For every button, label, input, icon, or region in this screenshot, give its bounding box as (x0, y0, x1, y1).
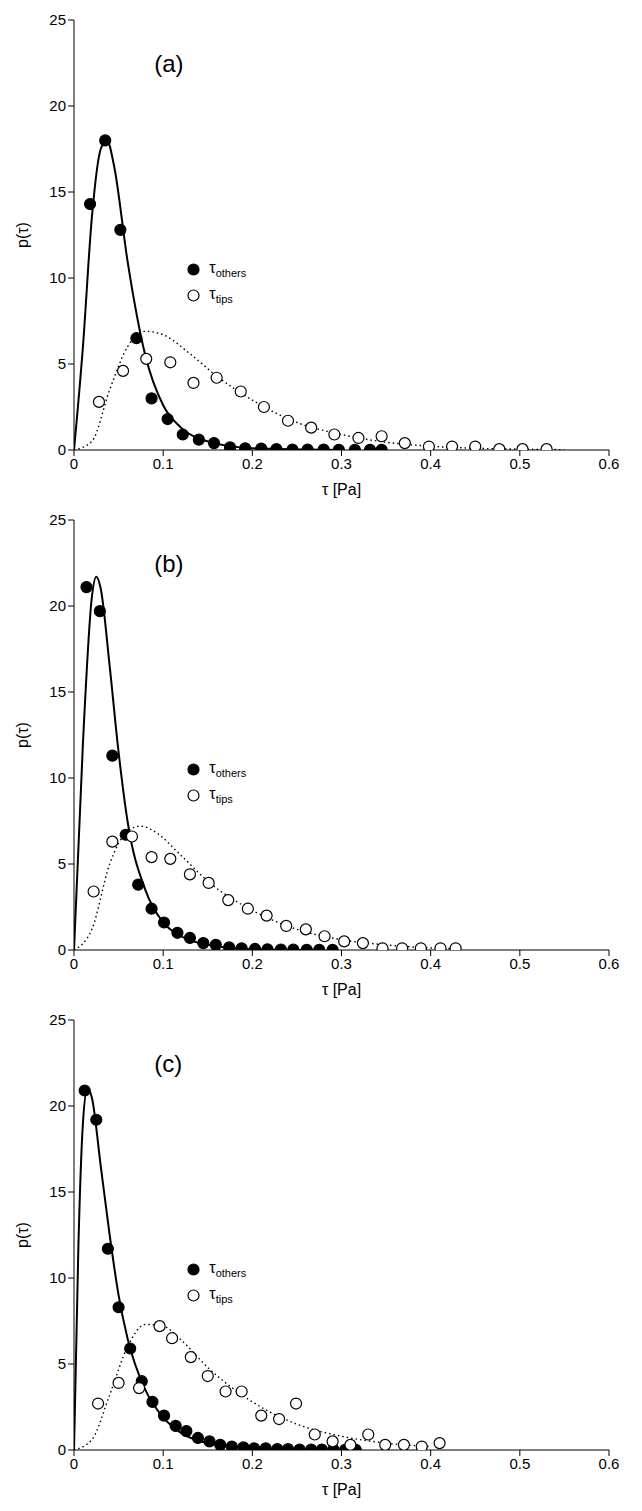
svg-text:15: 15 (49, 1183, 66, 1200)
svg-text:0.5: 0.5 (509, 955, 530, 972)
svg-text:15: 15 (49, 683, 66, 700)
svg-text:0.6: 0.6 (599, 455, 620, 472)
html-text:τothers: τothers (209, 759, 247, 780)
svg-text:0.6: 0.6 (599, 1455, 620, 1472)
svg-text:10: 10 (49, 269, 66, 286)
svg-text:25: 25 (49, 1011, 66, 1028)
svg-text:0: 0 (70, 455, 78, 472)
svg-text:0.3: 0.3 (331, 1455, 352, 1472)
svg-text:25: 25 (49, 11, 66, 28)
svg-text:20: 20 (49, 597, 66, 614)
svg-text:p(τ): p(τ) (14, 222, 31, 248)
html-text:τtips: τtips (209, 285, 233, 306)
html-text:τtips: τtips (209, 785, 233, 806)
svg-text:p(τ): p(τ) (14, 1222, 31, 1248)
svg-text:0.1: 0.1 (153, 1455, 174, 1472)
svg-text:0.2: 0.2 (242, 1455, 263, 1472)
svg-text:0.6: 0.6 (599, 955, 620, 972)
svg-text:5: 5 (58, 1355, 66, 1372)
svg-text:0.4: 0.4 (420, 455, 441, 472)
svg-text:0: 0 (58, 941, 66, 958)
svg-text:0: 0 (70, 955, 78, 972)
html-text:τothers: τothers (209, 1259, 247, 1280)
svg-text:0: 0 (58, 441, 66, 458)
svg-text:τ [Pa]: τ [Pa] (322, 481, 361, 498)
svg-text:0.2: 0.2 (242, 955, 263, 972)
svg-text:25: 25 (49, 511, 66, 528)
html-text:(c): (c) (154, 1050, 183, 1078)
svg-text:15: 15 (49, 183, 66, 200)
svg-text:0.5: 0.5 (509, 455, 530, 472)
svg-text:0.4: 0.4 (420, 1455, 441, 1472)
svg-text:10: 10 (49, 769, 66, 786)
svg-text:0.3: 0.3 (331, 455, 352, 472)
svg-text:0.4: 0.4 (420, 955, 441, 972)
svg-text:0: 0 (58, 1441, 66, 1458)
svg-text:0.2: 0.2 (242, 455, 263, 472)
svg-text:τ [Pa]: τ [Pa] (322, 1481, 361, 1498)
svg-text:5: 5 (58, 355, 66, 372)
svg-text:0.5: 0.5 (509, 1455, 530, 1472)
svg-text:0.1: 0.1 (153, 955, 174, 972)
svg-text:20: 20 (49, 97, 66, 114)
svg-text:5: 5 (58, 855, 66, 872)
html-text:τtips: τtips (209, 1285, 233, 1306)
svg-text:0: 0 (70, 1455, 78, 1472)
html-text:(b): (b) (154, 550, 184, 578)
svg-text:τ [Pa]: τ [Pa] (322, 981, 361, 998)
svg-text:20: 20 (49, 1097, 66, 1114)
svg-text:0.1: 0.1 (153, 455, 174, 472)
svg-text:10: 10 (49, 1269, 66, 1286)
html-text:(a): (a) (154, 50, 184, 78)
html-text:τothers: τothers (209, 259, 247, 280)
svg-text:p(τ): p(τ) (14, 722, 31, 748)
svg-text:0.3: 0.3 (331, 955, 352, 972)
